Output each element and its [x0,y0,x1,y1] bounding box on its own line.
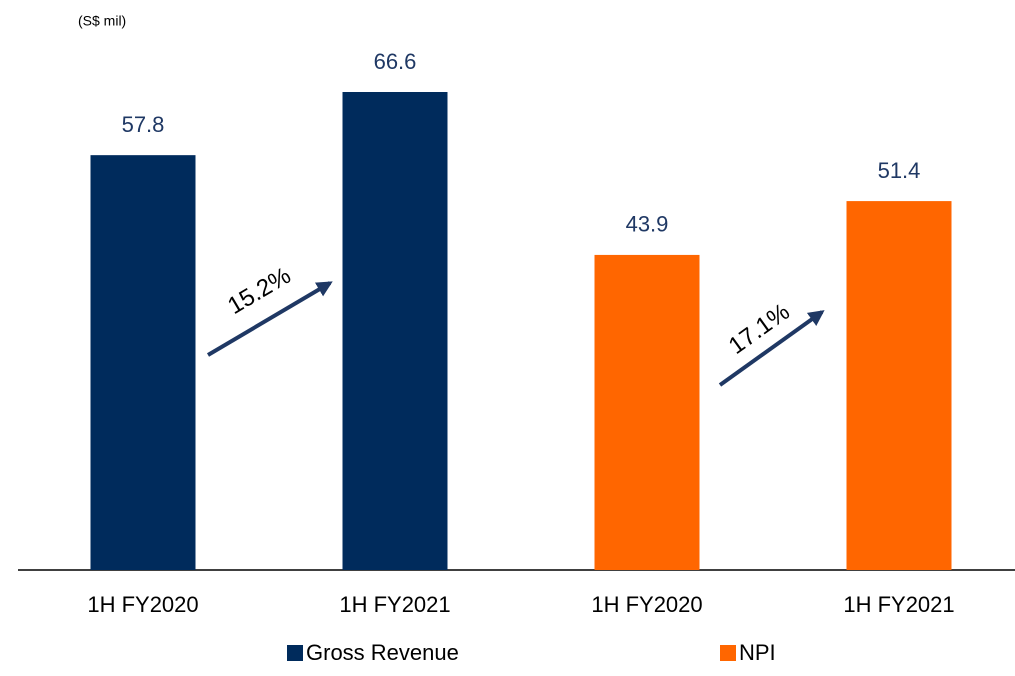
legend-swatch [287,645,303,661]
growth-arrow [206,281,333,357]
value-label: 57.8 [122,112,165,137]
growth-arrow [718,310,825,387]
value-label: 66.6 [374,49,417,74]
bar [342,92,448,570]
value-label: 51.4 [878,158,921,183]
x-tick-label: 1H FY2020 [87,592,198,617]
legend-label: NPI [739,640,776,665]
x-tick-label: 1H FY2020 [591,592,702,617]
x-tick-label: 1H FY2021 [843,592,954,617]
bar [90,155,196,570]
x-tick-label: 1H FY2021 [339,592,450,617]
bar [846,201,952,571]
legend-swatch [720,645,736,661]
growth-label: 17.1% [724,298,795,360]
bar [594,254,700,570]
value-label: 43.9 [626,212,669,237]
legend-label: Gross Revenue [306,640,459,665]
unit-label: (S$ mil) [78,13,126,29]
